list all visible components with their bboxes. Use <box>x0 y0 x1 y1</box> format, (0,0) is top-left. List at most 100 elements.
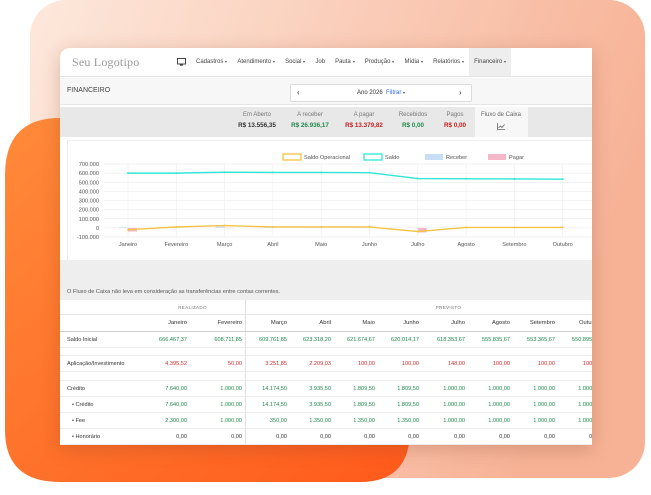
nav-caret <box>303 61 306 63</box>
cell: 1.000,00 <box>533 402 555 408</box>
cell: 1.000,00 <box>220 402 242 408</box>
nav-item[interactable]: Atendimento <box>232 48 280 76</box>
point <box>513 177 516 180</box>
monitor-icon[interactable] <box>172 48 191 76</box>
cell: 2.300,00 <box>165 418 187 424</box>
column-header: Janeiro <box>167 320 187 326</box>
cell: 0,00 <box>176 434 187 440</box>
cell: 618.353,67 <box>437 337 465 343</box>
y-tick-label: 200.000 <box>79 208 99 214</box>
cell: 3.935,50 <box>309 386 331 392</box>
nav-caret <box>352 61 355 63</box>
row-rule <box>60 428 592 429</box>
cell: 7.640,00 <box>165 386 187 392</box>
x-tick-label: Janeiro <box>119 242 137 248</box>
point <box>175 225 178 228</box>
cell: 0,00 <box>454 434 465 440</box>
summary-label: A receber <box>297 112 323 118</box>
column-header: Agosto <box>491 320 510 326</box>
nav-bar: Seu Logotipo Cadastros Atendimento Social J… <box>60 48 592 77</box>
x-tick-label: Agosto <box>457 242 474 248</box>
point <box>513 226 516 229</box>
nav-label: Social <box>285 59 302 65</box>
page-title: FINANCEIRO <box>67 87 111 94</box>
row-label: Crédito <box>67 386 86 392</box>
column-header: Junho <box>403 320 419 326</box>
point <box>127 172 129 175</box>
nav-item[interactable]: Job <box>310 48 330 76</box>
nav-caret <box>462 61 465 63</box>
cell: 7.640,00 <box>165 402 187 408</box>
header-rule <box>60 331 592 332</box>
icon <box>177 58 186 66</box>
cell: 100,00 <box>492 361 510 367</box>
point <box>561 178 564 181</box>
nav-label: Job <box>315 59 326 65</box>
cell: 620.014,17 <box>391 337 419 343</box>
cell: 666.467,37 <box>159 337 187 343</box>
next-button[interactable]: › <box>459 88 462 97</box>
nav-item[interactable]: Financeiro <box>469 48 512 76</box>
app-window: Seu Logotipo Cadastros Atendimento Social J… <box>60 48 592 445</box>
nav-label: Financeiro <box>474 59 503 65</box>
summary-value: R$ 0,00 <box>401 122 425 129</box>
y-tick-label: 0 <box>96 226 99 232</box>
prev-button[interactable]: ‹ <box>297 88 300 97</box>
cell: 100,00 <box>537 361 555 367</box>
cashflow-tab[interactable]: Fluxo de Caixa <box>475 107 528 137</box>
cell: 3.935,50 <box>309 402 331 408</box>
chart: -100.000 0 100.000 200.000 300.000 400.000 500… <box>77 153 592 248</box>
nav-item[interactable]: Social <box>280 48 310 76</box>
cell: 608.711,85 <box>214 337 242 343</box>
row-rule <box>60 396 592 397</box>
row-rule <box>60 412 592 413</box>
cell: 100,00 <box>401 361 419 367</box>
nav-caret <box>392 61 395 63</box>
cell: 1.000,00 <box>443 402 465 408</box>
column-header: Maio <box>362 320 375 326</box>
cell: 1.350,00 <box>397 418 419 424</box>
cell: 623.318,20 <box>303 337 331 343</box>
bar <box>417 227 427 233</box>
y-tick-label: 500.000 <box>79 180 99 186</box>
cell: 1.000,00 <box>488 418 510 424</box>
legend-label: Saldo <box>385 155 399 161</box>
column-header: Março <box>270 320 287 326</box>
point <box>271 225 274 228</box>
nav-label: Cadastros <box>196 59 224 65</box>
cell: 1.000,00 <box>578 402 592 408</box>
nav-item[interactable]: Produção <box>360 48 400 76</box>
cell: 50,00 <box>228 361 242 367</box>
summary-label: Em Aberto <box>242 112 272 118</box>
line <box>127 224 563 233</box>
summary-bar: Fluxo de Caixa Em Aberto R$ 13.556,35 A re… <box>60 107 592 137</box>
legend-label: Saldo Operacional <box>304 155 350 161</box>
nav-caret <box>504 61 507 63</box>
x-tick-label: Maio <box>315 242 327 248</box>
cell: 1.809,50 <box>353 386 375 392</box>
nav-item[interactable]: Relatórios <box>428 48 469 76</box>
x-tick-label: Setembro <box>502 242 526 248</box>
cell: 100,00 <box>357 361 375 367</box>
cell: 1.000,00 <box>220 418 242 424</box>
row-rule <box>60 380 592 381</box>
cell: 0,00 <box>276 434 287 440</box>
cell: 621.674,67 <box>347 337 375 343</box>
legend-label: Receber <box>446 155 467 161</box>
note: O Fluxo de Caixa não leva em consideraçã… <box>67 289 280 295</box>
point <box>223 171 226 174</box>
cell: 100,00 <box>582 361 592 367</box>
logo[interactable]: Seu Logotipo <box>72 55 140 69</box>
period-label: Ano 2026 <box>357 90 383 96</box>
nav-label: Relatórios <box>433 59 461 65</box>
cell: 350,00 <box>269 418 287 424</box>
page-header: FINANCEIRO ‹ Ano 2026 Filtrar › <box>60 78 592 105</box>
nav-item[interactable]: Mídia <box>399 48 428 76</box>
y-tick-label: 600.000 <box>79 171 99 177</box>
cell: 0,00 <box>231 434 242 440</box>
nav-item[interactable]: Cadastros <box>191 48 232 76</box>
nav-item[interactable]: Pauta <box>330 48 360 76</box>
cell: 1.000,00 <box>578 386 592 392</box>
nav-label: Produção <box>364 59 391 65</box>
filter-button[interactable]: Filtrar <box>386 90 402 96</box>
